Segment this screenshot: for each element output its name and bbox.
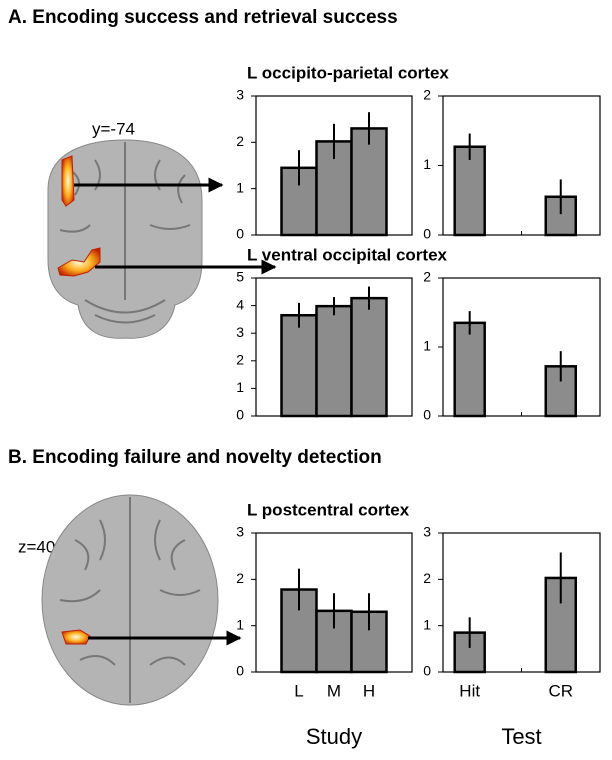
y-tick-label: 3 [423,524,431,540]
bar [315,304,353,418]
y-tick-label: 3 [236,524,244,540]
y-tick-label: 2 [423,87,431,103]
y-tick-label: 1 [236,379,244,395]
y-tick-label: 2 [236,133,244,149]
y-tick-label: 0 [423,407,431,423]
x-axis-label: Test [501,724,541,749]
y-tick-label: 0 [236,663,244,679]
y-tick-label: 1 [423,156,431,172]
y-tick-label: 1 [236,179,244,195]
chart-title: L postcentral cortex [247,500,410,519]
slice-label: z=40 [18,537,55,556]
y-tick-label: 0 [236,407,244,423]
y-tick-label: 2 [423,269,431,285]
section-heading: A. Encoding success and retrieval succes… [8,7,398,28]
y-tick-label: 0 [423,663,431,679]
y-tick-label: 3 [236,324,244,340]
section-heading: B. Encoding failure and novelty detectio… [8,447,382,468]
bar [453,321,486,418]
coronal-brain [47,139,277,339]
x-tick-label: CR [548,681,573,700]
bar [453,145,486,237]
bar [280,314,318,418]
x-tick-label: H [363,681,375,700]
y-tick-label: 1 [423,616,431,632]
bar [350,296,388,418]
x-tick-label: L [294,681,303,700]
x-tick-label: M [327,681,341,700]
y-tick-label: 2 [236,570,244,586]
axial-brain [41,494,242,706]
y-tick-label: 1 [423,338,431,354]
y-tick-label: 5 [236,269,244,285]
y-tick-label: 2 [236,352,244,368]
y-tick-label: 3 [236,87,244,103]
y-tick-label: 4 [236,296,244,312]
y-tick-label: 1 [236,616,244,632]
y-tick-label: 0 [423,226,431,242]
slice-label: y=-74 [92,119,135,138]
chart-title: L ventral occipital cortex [247,245,448,264]
y-tick-label: 2 [423,570,431,586]
chart-title: L occipito-parietal cortex [247,63,449,82]
x-tick-label: Hit [459,681,480,700]
y-tick-label: 0 [236,226,244,242]
x-axis-label: Study [306,724,362,749]
